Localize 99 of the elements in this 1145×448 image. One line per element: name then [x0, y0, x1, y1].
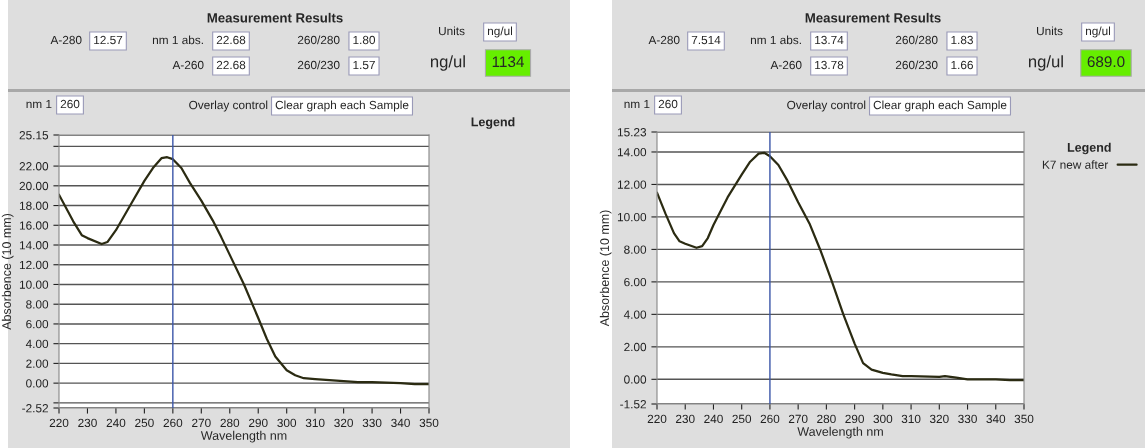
text: 1134: [492, 56, 524, 68]
text: A-280: [648, 35, 680, 45]
y-tick-label: 22.00: [19, 162, 49, 171]
x-tick-label: 310: [305, 418, 325, 428]
y-tick-label: 20.00: [19, 181, 49, 191]
text: 260/280: [895, 35, 938, 45]
y-tick-label: 4.00: [25, 339, 49, 349]
y-tick-label: 12.00: [617, 180, 647, 189]
y-tick-label: 2.00: [26, 359, 49, 368]
x-tick-label: 290: [845, 414, 864, 424]
x-tick-label: 250: [732, 414, 752, 424]
y-tick-label: 12.00: [19, 260, 49, 270]
text: 260: [60, 99, 80, 109]
text: 260/230: [297, 60, 340, 70]
y-tick-label: 6.00: [624, 277, 647, 287]
x-tick-label: 330: [362, 418, 382, 428]
text: nm 1: [624, 99, 650, 109]
x-tick-label: 320: [929, 414, 949, 424]
text: 7.514: [691, 35, 721, 45]
chart-title: Measurement Results: [207, 12, 343, 23]
text: ng/ul: [1028, 55, 1063, 71]
y-tick-label: 0.00: [624, 375, 647, 384]
y-tick-label: 10.00: [617, 212, 647, 222]
y-tick-label: 14.00: [617, 148, 647, 157]
legend-title: Legend: [1067, 142, 1111, 155]
text: Clear graph each Sample: [873, 100, 1007, 112]
y-tick-label: 10.00: [19, 280, 49, 289]
text: A-260: [770, 60, 802, 70]
y-tick-label: 16.00: [19, 221, 49, 230]
text: nm 1: [26, 99, 52, 109]
line-series: [657, 151, 1024, 382]
x-tick-label: 220: [647, 414, 667, 424]
text: 22.68: [216, 60, 246, 70]
x-tick-label: 270: [192, 418, 211, 428]
text: Clear graph each Sample: [275, 100, 409, 112]
text: A-260: [172, 60, 204, 70]
x-tick-label: 300: [873, 414, 893, 424]
x-tick-label: 240: [704, 414, 723, 424]
y-tick-label: 4.00: [623, 310, 647, 319]
text: 22.68: [216, 35, 246, 45]
text: 13.74: [815, 35, 844, 45]
text: 260/230: [895, 60, 938, 70]
x-tick-label: 280: [817, 414, 836, 424]
text: 12.57: [94, 35, 123, 45]
x-axis-title: Wavelength nm: [200, 430, 287, 443]
y-axis-title: Absorbence (10 mm): [1, 213, 14, 330]
x-tick-label: 310: [901, 414, 921, 424]
text: A-280: [50, 35, 82, 45]
x-axis-title: Wavelength nm: [797, 426, 883, 439]
x-tick-label: 300: [277, 418, 297, 428]
y-tick-label: 8.00: [26, 300, 49, 309]
text: ng/ul: [430, 55, 465, 71]
x-tick-label: 230: [78, 418, 97, 428]
y-tick-label: 18.00: [19, 201, 49, 210]
x-tick-label: 330: [958, 414, 977, 424]
y-tick-label: 6.00: [26, 319, 49, 329]
y-axis-title: Absorbence (10 mm): [599, 210, 612, 327]
y-tick-label: 25.15: [19, 131, 49, 140]
x-tick-label: 350: [1014, 414, 1034, 424]
text: Units: [439, 26, 465, 36]
x-tick-label: 230: [675, 414, 695, 424]
text: 260/280: [297, 35, 340, 45]
y-tick-label: 8.00: [624, 245, 647, 254]
text: ng/ul: [487, 26, 513, 38]
y-tick-label: 0.00: [26, 379, 49, 388]
y-tick-label: -2.52: [22, 404, 48, 413]
text: 1.80: [353, 35, 376, 45]
x-tick-label: 290: [248, 418, 268, 428]
text: Units: [1037, 26, 1063, 36]
text: ng/ul: [1085, 26, 1111, 38]
text: 1.66: [951, 60, 973, 70]
x-tick-label: 260: [760, 414, 780, 424]
x-tick-label: 220: [49, 418, 69, 428]
y-tick-label: 15.23: [617, 128, 647, 137]
chart-title: Measurement Results: [805, 12, 941, 23]
x-tick-label: 340: [391, 418, 410, 428]
text: Overlay control: [189, 100, 268, 112]
text: 1.83: [951, 35, 973, 45]
text: Overlay control: [787, 100, 866, 112]
x-tick-label: 250: [135, 418, 154, 428]
y-tick-label: -1.52: [620, 400, 646, 409]
x-tick-label: 320: [334, 418, 353, 428]
y-tick-label: 2.00: [624, 342, 647, 352]
text: 689.0: [1087, 56, 1125, 68]
text: nm 1 abs.: [152, 35, 203, 45]
x-tick-label: 260: [163, 418, 183, 428]
y-tick-label: 14.00: [19, 241, 49, 250]
legend-title: Legend: [471, 117, 515, 129]
line-series: [59, 156, 429, 386]
text: 1.57: [353, 60, 375, 70]
legend-label: K7 new after: [1042, 160, 1109, 169]
x-tick-label: 340: [986, 414, 1006, 424]
text: nm 1 abs.: [750, 35, 801, 45]
text: 260: [658, 99, 678, 109]
x-tick-label: 270: [788, 414, 808, 424]
x-tick-label: 350: [419, 418, 439, 428]
x-tick-label: 280: [220, 418, 240, 428]
x-tick-label: 240: [106, 418, 126, 428]
text: 13.78: [815, 60, 844, 70]
